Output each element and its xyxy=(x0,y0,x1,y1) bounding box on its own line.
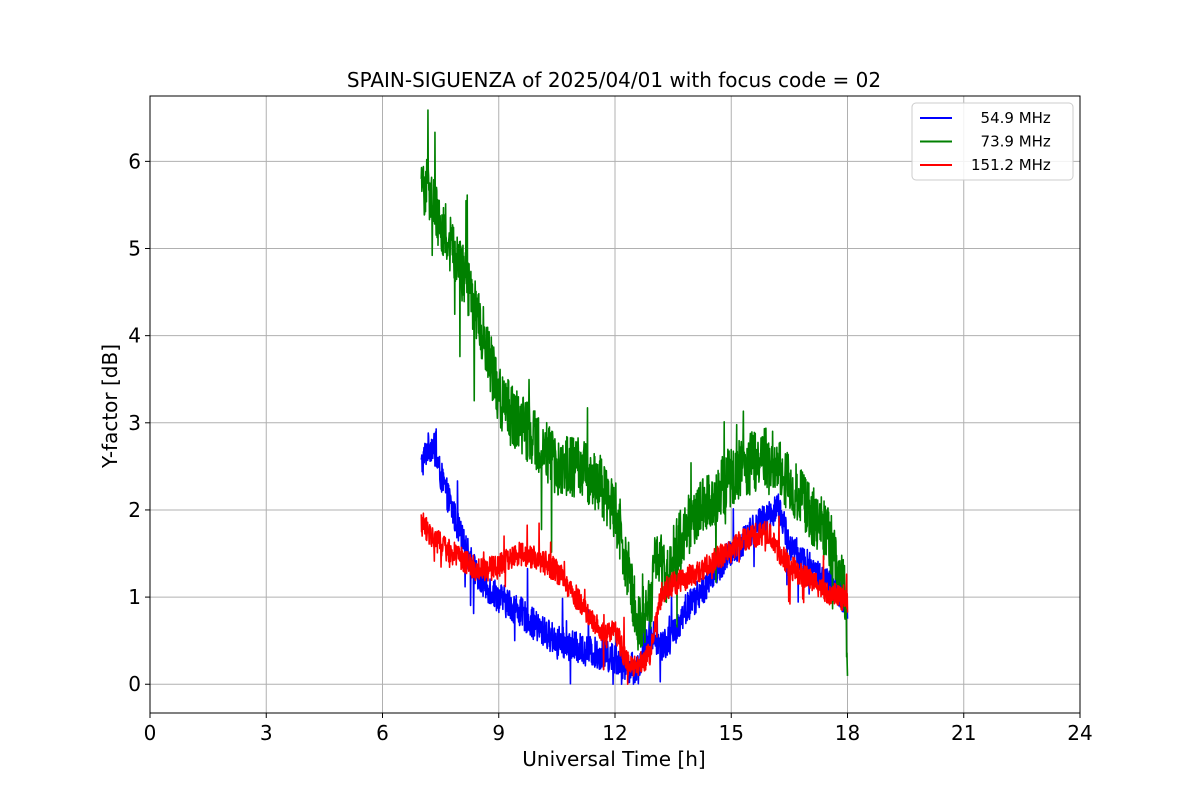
grid xyxy=(149,96,1081,713)
x-tick-label: 15 xyxy=(719,721,744,745)
legend-label: 54.9 MHz xyxy=(971,109,1051,127)
x-tick-label: 0 xyxy=(144,721,157,745)
x-tick-label: 21 xyxy=(951,721,976,745)
y-tick-label: 4 xyxy=(128,324,141,348)
y-axis-label: Y-factor [dB] xyxy=(98,344,122,469)
x-tick-label: 9 xyxy=(492,721,505,745)
plot-area xyxy=(420,109,849,686)
legend-label: 73.9 MHz xyxy=(971,133,1051,151)
x-axis-label: Universal Time [h] xyxy=(522,747,705,771)
y-tick-label: 6 xyxy=(128,149,141,173)
y-tick-label: 3 xyxy=(128,411,141,435)
x-tick-label: 6 xyxy=(376,721,389,745)
x-tick-label: 12 xyxy=(602,721,627,745)
chart-title: SPAIN-SIGUENZA of 2025/04/01 with focus … xyxy=(347,68,881,92)
x-tick-label: 3 xyxy=(260,721,273,745)
legend-label: 151.2 MHz xyxy=(971,156,1051,174)
x-tick-label: 18 xyxy=(835,721,860,745)
y-tick-label: 5 xyxy=(128,237,141,261)
series-line-1 xyxy=(420,109,849,676)
series-line-2 xyxy=(420,512,849,686)
x-tick-label: 24 xyxy=(1067,721,1092,745)
y-tick-label: 0 xyxy=(128,672,141,696)
legend: 54.9 MHz 73.9 MHz 151.2 MHz xyxy=(911,102,1074,181)
y-tick-label: 2 xyxy=(128,498,141,522)
y-tick-label: 1 xyxy=(128,585,141,609)
legend-box xyxy=(911,102,1074,181)
